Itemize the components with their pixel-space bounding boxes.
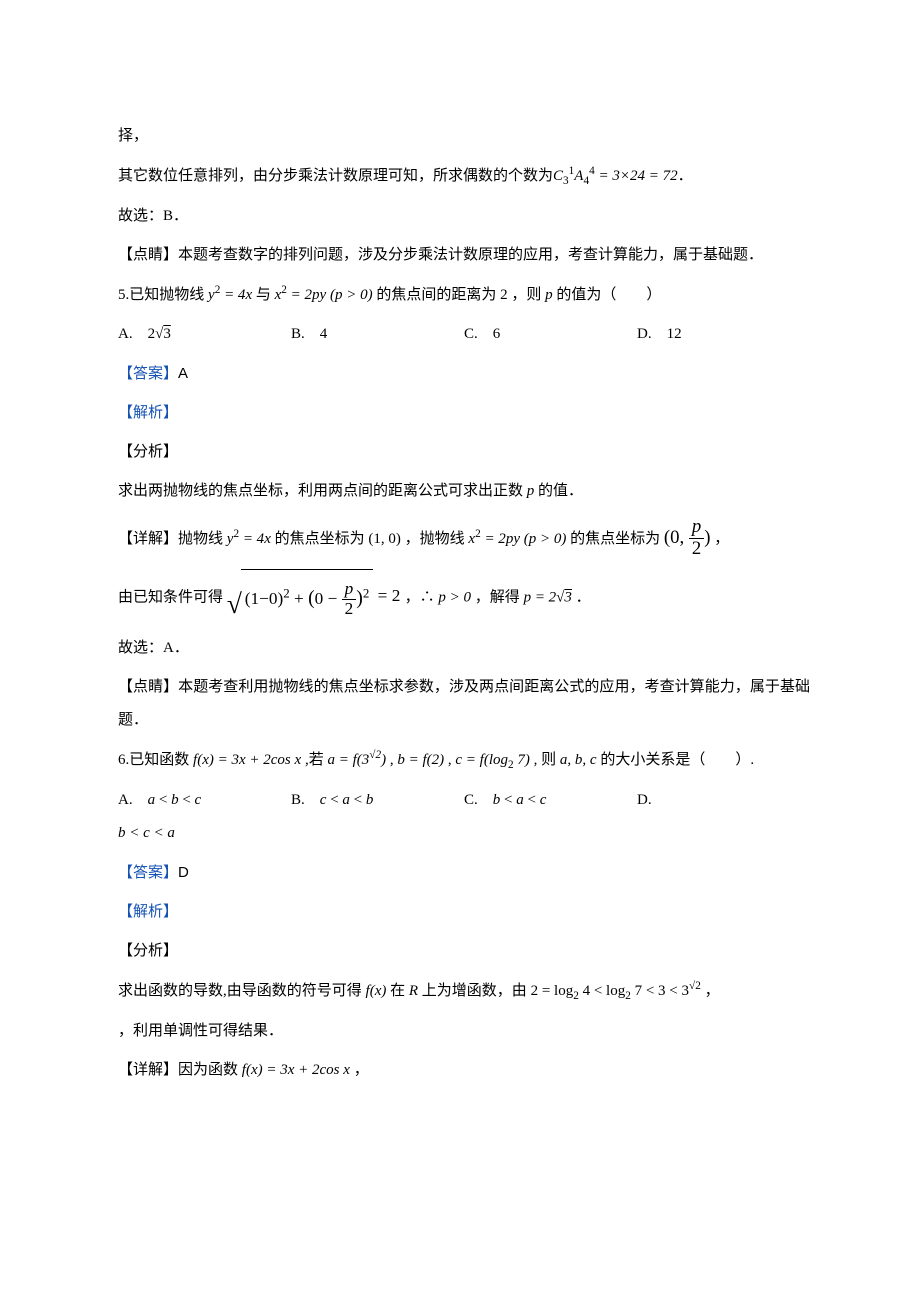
q6-analysis-label: 【解析】: [118, 896, 810, 929]
text: 求出函数的导数,由导函数的符号可得: [118, 983, 362, 999]
q5-analysis-p3: 由已知条件可得 √ (1−0)2 + (0 − p2)2 = 2 ，∴ p > …: [118, 569, 810, 627]
text: 由已知条件可得: [118, 589, 223, 605]
q5-analysis-p1: 求出两抛物线的焦点坐标，利用两点间的距离公式可求出正数 p 的值．: [118, 475, 810, 508]
math-expr: (1, 0): [368, 531, 401, 547]
para-continuation: 择，: [118, 120, 810, 153]
q6-options: A. a < b < c B. c < a < b C. b < a < c D…: [118, 784, 810, 850]
text: ．: [576, 589, 591, 605]
q5-options: A. 2√3 B. 4 C. 6 D. 12: [118, 318, 810, 351]
text: ，解得: [475, 589, 520, 605]
text: 的焦点间的距离为: [376, 287, 496, 303]
q5-analysis-p2: 【详解】抛物线 y2 = 4x 的焦点坐标为 (1, 0) ，抛物线 x2 = …: [118, 514, 810, 563]
q5-section-fenxi: 【分析】: [118, 436, 810, 469]
text: 【详解】因为函数: [118, 1062, 238, 1078]
para-comment: 【点睛】本题考查数字的排列问题，涉及分步乘法计数原理的应用，考查计算能力，属于基…: [118, 239, 810, 272]
q6-answer: 【答案】D: [118, 856, 810, 890]
document-page: 择， 其它数位任意排列，由分步乘法计数原理可知，所求偶数的个数为C31A44 =…: [0, 0, 920, 1302]
math-expr: 2 = log2 4 < log2 7 < 3 < 3√2: [531, 983, 701, 999]
text: 的焦点坐标为: [275, 531, 365, 547]
text: ，: [714, 531, 729, 547]
analysis-label: 【解析】: [118, 904, 178, 920]
text: ，: [354, 1062, 369, 1078]
math-expr: f(x) = 3x + 2cos x: [193, 752, 301, 768]
q5-stem: 5.已知抛物线 y2 = 4x 与 x2 = 2py (p > 0) 的焦点间的…: [118, 278, 810, 312]
q6-analysis-p2: 【详解】因为函数 f(x) = 3x + 2cos x ，: [118, 1054, 810, 1087]
text: 的值．: [538, 483, 583, 499]
text: 5.已知抛物线: [118, 287, 204, 303]
q6-analysis-p1b: ，利用单调性可得结果．: [118, 1015, 810, 1048]
answer-label: 【答案】: [118, 366, 178, 382]
math-expr: R: [409, 983, 418, 999]
text: 求出两抛物线的焦点坐标，利用两点间的距离公式可求出正数: [118, 483, 523, 499]
text: ，∴: [405, 589, 435, 605]
q6-option-d: D.: [637, 784, 810, 817]
math-expr: p: [545, 287, 553, 303]
q5-answer: 【答案】A: [118, 357, 810, 391]
q6-analysis-p1: 求出函数的导数,由导函数的符号可得 f(x) 在 R 上为增函数，由 2 = l…: [118, 974, 810, 1009]
text: 与: [256, 287, 271, 303]
q5-analysis-label: 【解析】: [118, 397, 810, 430]
math-expr: a, b, c: [560, 752, 597, 768]
text: 的值为（ ）: [556, 287, 661, 303]
text: 的焦点坐标为: [570, 531, 660, 547]
math-expr: 2: [500, 287, 508, 303]
math-expr: a = f(3√2): [327, 752, 386, 768]
text: ，则: [511, 287, 541, 303]
answer-letter: A: [178, 365, 188, 382]
math-expr: y2 = 4x: [208, 287, 252, 303]
text: , 则: [534, 752, 557, 768]
text: ．: [678, 168, 693, 184]
q6-option-b: B. c < a < b: [291, 784, 464, 817]
q6-option-c: C. b < a < c: [464, 784, 637, 817]
q6-stem: 6.已知函数 f(x) = 3x + 2cos x ,若 a = f(3√2) …: [118, 743, 810, 778]
math-expr: x2 = 2py (p > 0): [468, 531, 566, 547]
text: ,若: [305, 752, 324, 768]
para-choice: 故选：B．: [118, 200, 810, 233]
math-expr: y2 = 4x: [227, 531, 271, 547]
analysis-label: 【解析】: [118, 405, 178, 421]
math-expr: p > 0: [438, 589, 471, 605]
math-expr: x2 = 2py (p > 0): [275, 287, 373, 303]
text: 【详解】抛物线: [118, 531, 223, 547]
text: 的大小关系是（ ）.: [600, 752, 754, 768]
q6-option-d2: b < c < a: [118, 817, 810, 850]
text: ，抛物线: [405, 531, 465, 547]
q6-section-fenxi: 【分析】: [118, 935, 810, 968]
text: ，: [705, 983, 720, 999]
math-expr: c = f(log2 7): [455, 752, 530, 768]
math-expr: C31A44 = 3×24 = 72: [553, 168, 678, 184]
q5-comment: 【点睛】本题考查利用抛物线的焦点坐标求参数，涉及两点间距离公式的应用，考查计算能…: [118, 671, 810, 737]
math-expr: p: [527, 483, 535, 499]
answer-label: 【答案】: [118, 865, 178, 881]
math-expr: f(x): [366, 983, 387, 999]
math-expr: b = f(2): [397, 752, 444, 768]
q5-option-c: C. 6: [464, 318, 637, 351]
para-counting: 其它数位任意排列，由分步乘法计数原理可知，所求偶数的个数为C31A44 = 3×…: [118, 159, 810, 194]
text: 其它数位任意排列，由分步乘法计数原理可知，所求偶数的个数为: [118, 168, 553, 184]
math-expr: p = 2√3: [524, 589, 572, 605]
q6-option-a: A. a < b < c: [118, 784, 291, 817]
q5-option-d: D. 12: [637, 318, 810, 351]
q5-option-b: B. 4: [291, 318, 464, 351]
text: 上为增函数，由: [422, 983, 527, 999]
q5-option-a: A. 2√3: [118, 318, 291, 351]
math-expr: √ (1−0)2 + (0 − p2)2 = 2: [227, 586, 405, 605]
answer-letter: D: [178, 864, 189, 881]
q5-choice: 故选：A．: [118, 632, 810, 665]
text: 6.已知函数: [118, 752, 189, 768]
text: 在: [390, 983, 405, 999]
math-expr: (0, p2): [664, 527, 711, 548]
math-expr: f(x) = 3x + 2cos x: [242, 1062, 350, 1078]
